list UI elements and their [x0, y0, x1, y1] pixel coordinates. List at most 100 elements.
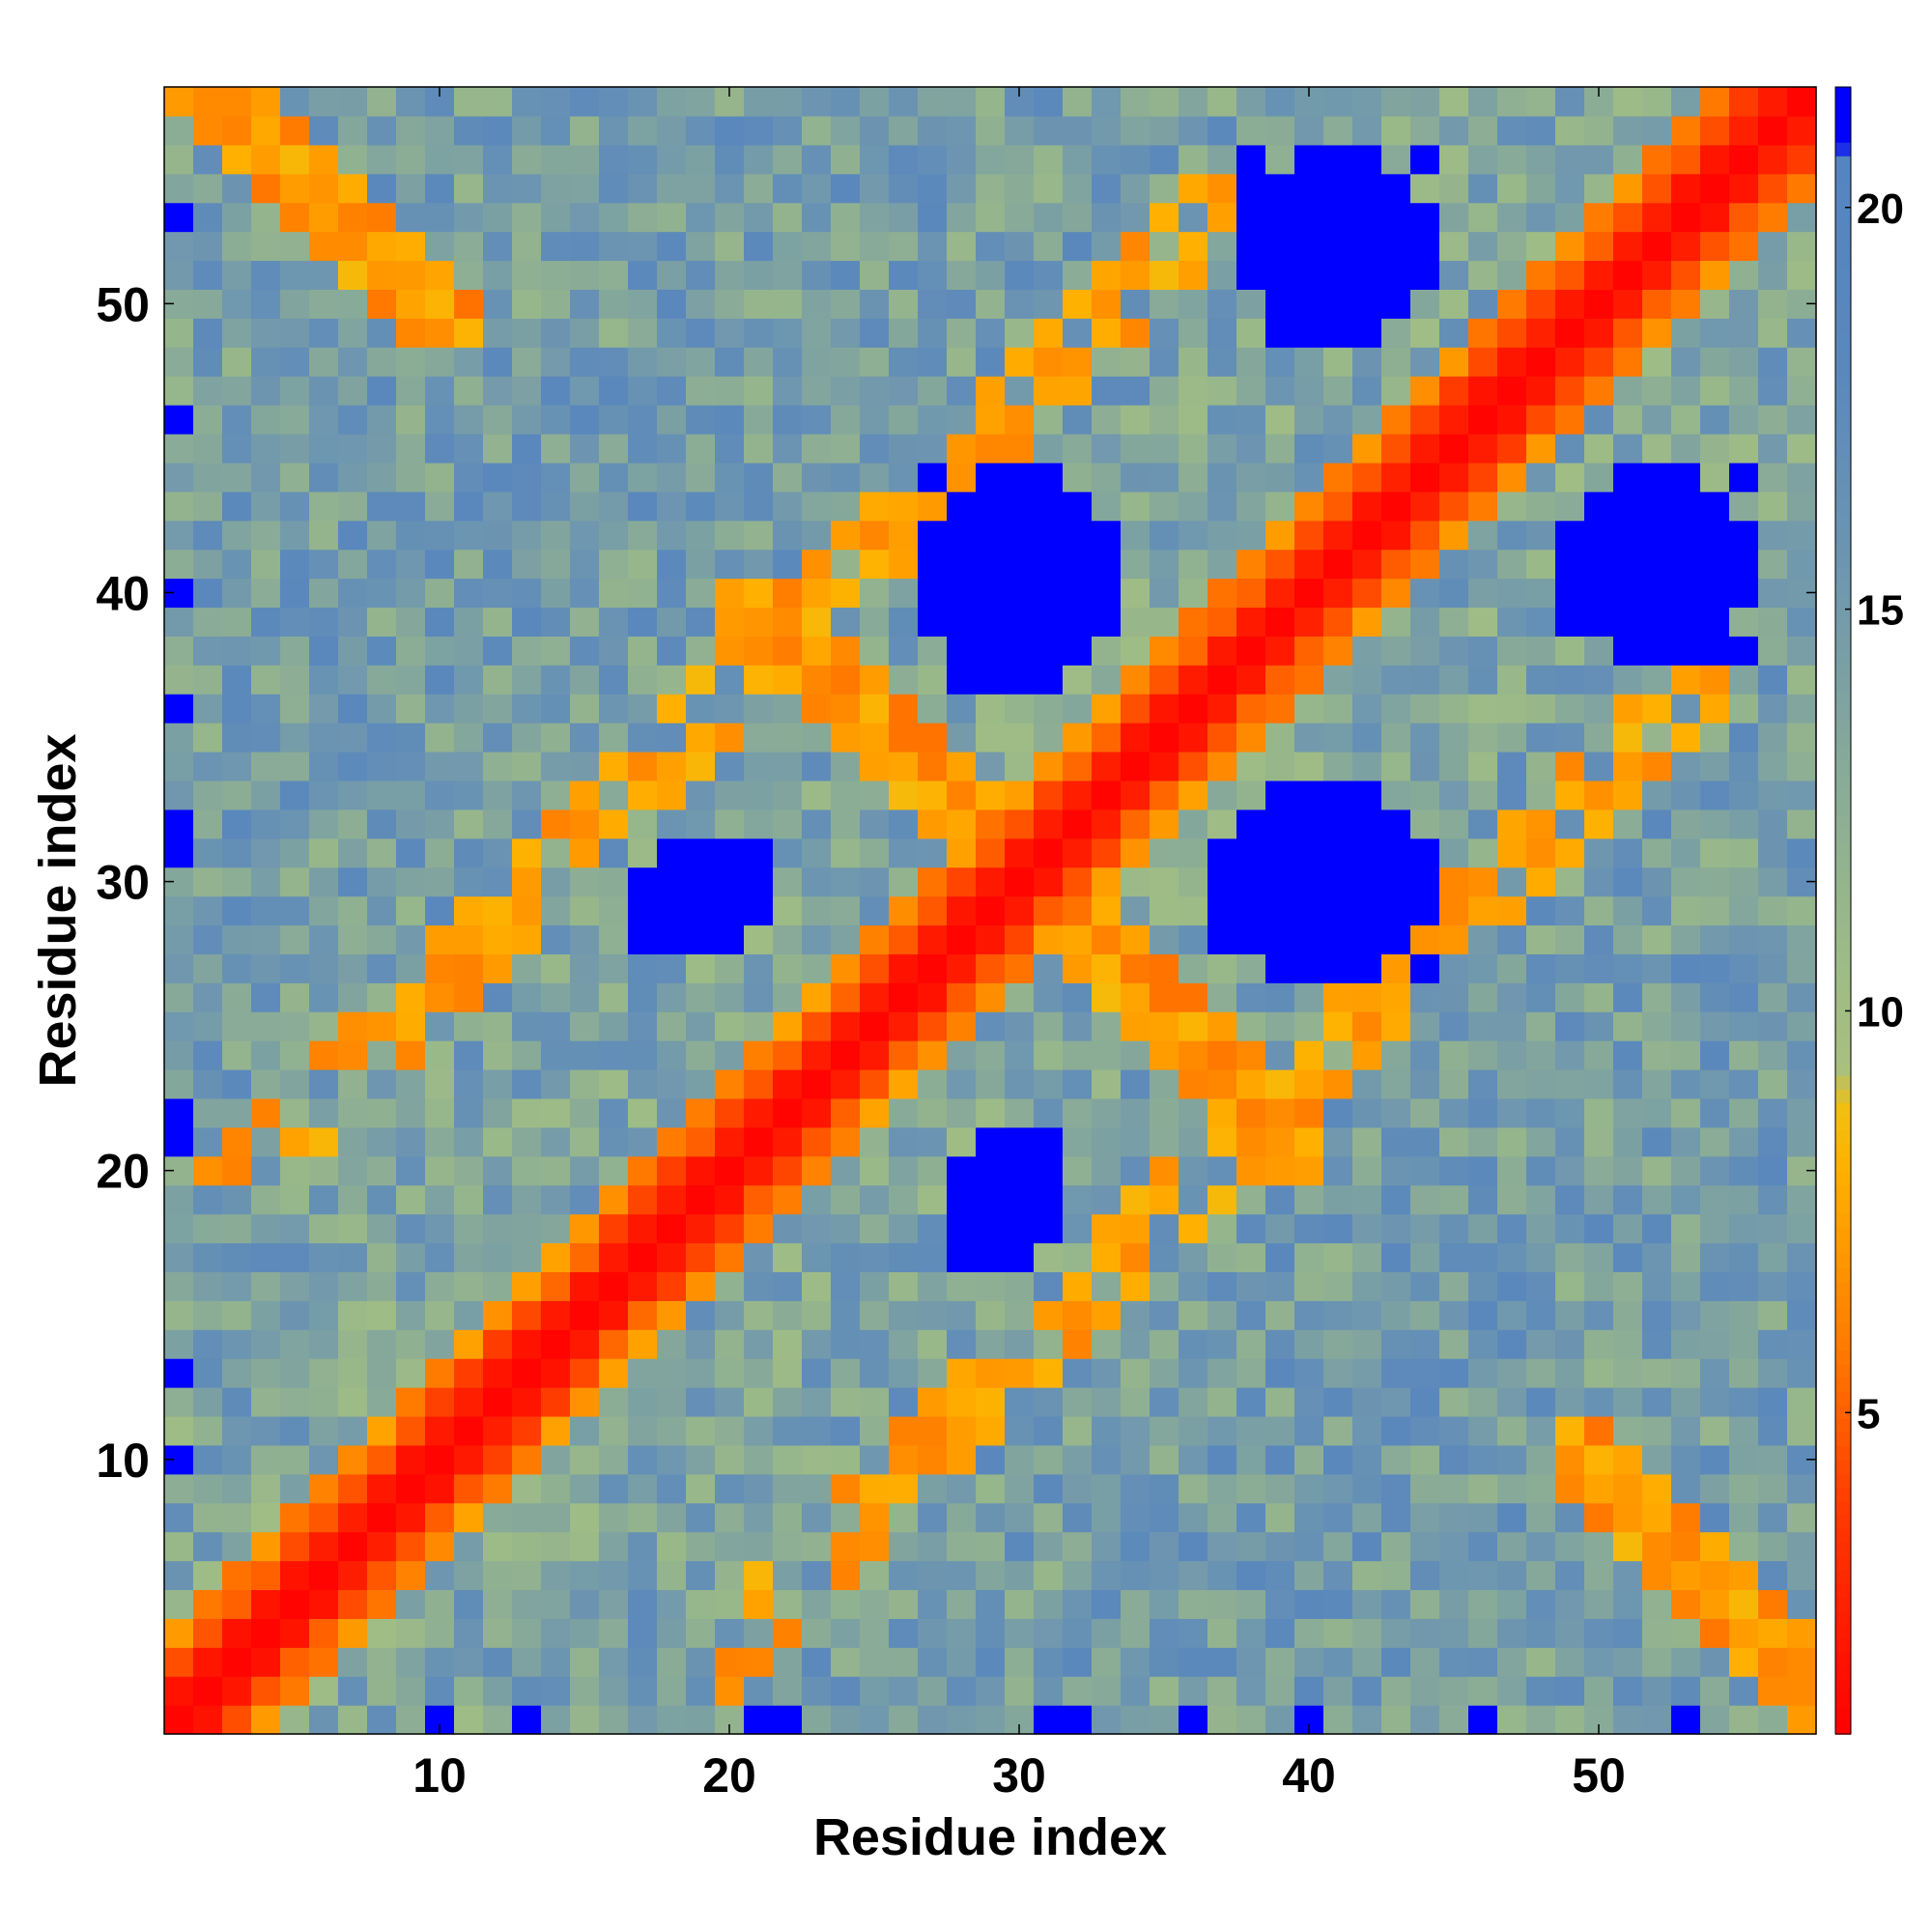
heatmap-cell: [831, 809, 861, 839]
heatmap-cell: [1265, 491, 1295, 522]
heatmap-cell: [831, 462, 861, 493]
colorbar-segment: [1835, 992, 1851, 1008]
heatmap-cell: [425, 1358, 455, 1388]
heatmap-cell: [1294, 1560, 1324, 1591]
heatmap-cell: [1671, 1126, 1701, 1157]
heatmap-cell: [1729, 231, 1759, 262]
heatmap-cell: [1179, 115, 1208, 146]
heatmap-cell: [889, 1184, 919, 1215]
heatmap-cell: [889, 1618, 919, 1648]
heatmap-cell: [1063, 376, 1093, 406]
heatmap-cell: [1381, 953, 1411, 983]
heatmap-cell: [1584, 1560, 1614, 1591]
heatmap-cell: [1410, 260, 1440, 290]
heatmap-cell: [1063, 636, 1093, 666]
heatmap-cell: [483, 173, 513, 204]
colorbar-segment: [1835, 773, 1851, 788]
heatmap-cell: [1526, 202, 1556, 233]
heatmap-cell: [860, 694, 890, 724]
heatmap-cell: [251, 289, 281, 319]
heatmap-cell: [1179, 1502, 1208, 1533]
heatmap-cell: [396, 231, 426, 262]
heatmap-cell: [715, 1531, 745, 1562]
heatmap-cell: [918, 924, 948, 954]
heatmap-cell: [1063, 578, 1093, 609]
heatmap-cell: [483, 1358, 513, 1388]
heatmap-cell: [1584, 405, 1614, 435]
heatmap-cell: [1584, 231, 1614, 262]
heatmap-cell: [222, 173, 252, 204]
heatmap-cell: [860, 953, 890, 983]
heatmap-cell: [599, 1358, 629, 1388]
heatmap-cell: [773, 895, 803, 926]
heatmap-cell: [367, 1560, 397, 1591]
heatmap-cell: [396, 462, 426, 493]
heatmap-cell: [396, 1502, 426, 1533]
heatmap-cell: [1410, 723, 1440, 753]
heatmap-cell: [947, 115, 977, 146]
heatmap-cell: [454, 1329, 484, 1359]
heatmap-cell: [512, 1271, 542, 1301]
heatmap-cell: [860, 1358, 890, 1388]
heatmap-cell: [193, 895, 223, 926]
heatmap-cell: [396, 780, 426, 810]
heatmap-cell: [1236, 1647, 1266, 1677]
heatmap-cell: [193, 578, 223, 609]
heatmap-cell: [1729, 1647, 1759, 1677]
heatmap-cell: [512, 231, 542, 262]
heatmap-cell: [1352, 723, 1382, 753]
heatmap-cell: [1439, 723, 1469, 753]
heatmap-cell: [309, 1011, 339, 1041]
heatmap-cell: [1092, 1069, 1122, 1099]
heatmap-cell: [686, 751, 716, 781]
heatmap-cell: [541, 694, 571, 724]
heatmap-cell: [744, 405, 774, 435]
heatmap-cell: [1092, 405, 1122, 435]
heatmap-cell: [831, 867, 861, 897]
heatmap-cell: [1352, 87, 1382, 117]
heatmap-cell: [1700, 809, 1730, 839]
heatmap-cell: [1236, 1011, 1266, 1041]
heatmap-cell: [309, 924, 339, 954]
heatmap-cell: [1497, 953, 1527, 983]
heatmap-cell: [831, 1705, 861, 1735]
heatmap-cell: [976, 809, 1006, 839]
heatmap-cell: [889, 1069, 919, 1099]
heatmap-cell: [889, 1444, 919, 1475]
heatmap-cell: [309, 115, 339, 146]
heatmap-cell: [1121, 1647, 1151, 1677]
heatmap-cell: [1555, 1040, 1585, 1070]
heatmap-cell: [367, 433, 397, 464]
heatmap-cell: [1381, 1387, 1411, 1417]
heatmap-cell: [1526, 1358, 1556, 1388]
heatmap-cell: [1671, 549, 1701, 580]
heatmap-cell: [425, 1126, 455, 1157]
heatmap-cell: [976, 231, 1006, 262]
heatmap-cell: [1323, 405, 1353, 435]
heatmap-cell: [1381, 1676, 1411, 1706]
heatmap-cell: [1034, 405, 1064, 435]
heatmap-cell: [483, 809, 513, 839]
heatmap-cell: [1700, 173, 1730, 204]
heatmap-cell: [1323, 1155, 1353, 1186]
colorbar-segment: [1835, 676, 1851, 692]
heatmap-cell: [1787, 982, 1817, 1012]
heatmap-cell: [1439, 491, 1469, 522]
heatmap-cell: [599, 260, 629, 290]
heatmap-cell: [570, 433, 600, 464]
heatmap-cell: [1179, 867, 1208, 897]
heatmap-cell: [280, 809, 310, 839]
colorbar-segment: [1835, 1596, 1851, 1611]
heatmap-cell: [1236, 1300, 1266, 1330]
heatmap-cell: [1294, 1069, 1324, 1099]
heatmap-cell: [1613, 347, 1643, 377]
heatmap-cell: [222, 1069, 252, 1099]
heatmap-cell: [280, 1242, 310, 1272]
heatmap-cell: [802, 578, 832, 609]
heatmap-cell: [1758, 1242, 1788, 1272]
x-tick-label: 50: [1572, 1748, 1626, 1803]
heatmap-cell: [164, 636, 194, 666]
heatmap-cell: [1092, 1415, 1122, 1446]
heatmap-cell: [1005, 1387, 1035, 1417]
heatmap-cell: [1063, 1155, 1093, 1186]
